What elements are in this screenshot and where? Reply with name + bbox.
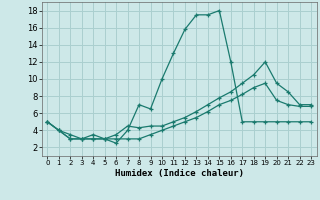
X-axis label: Humidex (Indice chaleur): Humidex (Indice chaleur) [115,169,244,178]
